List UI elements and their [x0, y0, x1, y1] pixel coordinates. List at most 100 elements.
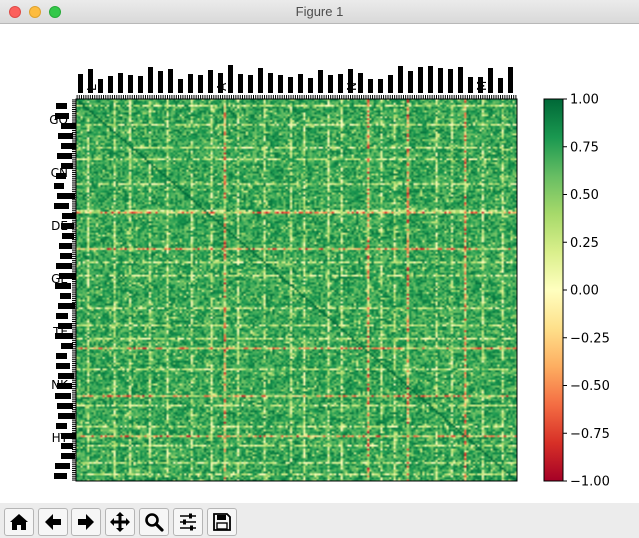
y-tick-label-overlap	[61, 453, 75, 459]
y-tick-label-overlap	[59, 273, 76, 279]
x-tick-label-overlap	[508, 67, 513, 93]
y-tick-label-overlap	[60, 293, 71, 299]
x-tick-label-overlap	[478, 77, 483, 93]
x-tick-label-overlap	[118, 73, 123, 93]
navigation-toolbar	[0, 503, 639, 538]
y-tick-label-overlap	[56, 103, 67, 109]
y-tick-label-overlap	[56, 173, 66, 179]
colorbar-tick-label: −0.75	[570, 427, 610, 442]
home-icon	[10, 514, 28, 530]
x-tick-label-overlap	[128, 75, 133, 93]
y-tick-label-overlap	[61, 123, 78, 129]
y-tick-label: DE	[51, 219, 68, 233]
y-tick-label-overlap	[56, 313, 68, 319]
y-tick-label-overlap	[54, 473, 67, 479]
x-tick-label-overlap	[98, 79, 103, 93]
x-tick-label-overlap	[238, 74, 243, 93]
y-tick-label-overlap	[61, 443, 73, 449]
forward-button[interactable]	[71, 508, 101, 536]
y-tick-label-overlap	[57, 383, 72, 389]
x-tick-label-overlap	[258, 68, 263, 93]
colorbar-tick-label: −0.25	[570, 331, 610, 346]
window-title: Figure 1	[295, 4, 344, 19]
x-tick-label-overlap	[388, 75, 393, 93]
y-tick-labels: GOCNDEGETENKHT	[49, 99, 78, 481]
window-titlebar: Figure 1	[0, 0, 639, 24]
minimize-window-button[interactable]	[29, 6, 41, 18]
x-tick-label-overlap	[218, 73, 223, 93]
save-button[interactable]	[207, 508, 237, 536]
y-tick-label-overlap	[54, 203, 69, 209]
y-tick-label-overlap	[57, 403, 73, 409]
x-tick-label-overlap	[198, 75, 203, 93]
back-button[interactable]	[38, 508, 68, 536]
y-tick-label-overlap	[58, 323, 72, 329]
colorbar	[543, 98, 564, 482]
y-tick-label-overlap	[58, 303, 75, 309]
maximize-window-button[interactable]	[49, 6, 61, 18]
x-tick-label-overlap	[278, 75, 283, 93]
y-tick-label-overlap	[55, 333, 73, 339]
y-tick-label-overlap	[61, 223, 74, 229]
y-tick-label-overlap	[61, 143, 77, 149]
x-tick-label-overlap	[378, 79, 383, 93]
x-tick-label-overlap	[408, 71, 413, 93]
x-tick-label-overlap	[458, 67, 463, 93]
y-tick-label-overlap	[61, 343, 73, 349]
x-tick-label-overlap	[88, 69, 93, 93]
x-tick-label-overlap	[168, 69, 173, 93]
y-tick-label-overlap	[55, 463, 70, 469]
y-tick-label-overlap	[61, 163, 73, 169]
configure-subplots-button[interactable]	[173, 508, 203, 536]
y-tick-label-overlap	[56, 363, 70, 369]
x-tick-label-overlap	[208, 70, 213, 93]
floppy-disk-icon	[213, 513, 231, 531]
x-tick-label-overlap	[248, 75, 253, 93]
x-tick-label-overlap	[188, 74, 193, 93]
y-tick-label-overlap	[59, 243, 72, 249]
y-tick-label-overlap	[57, 193, 75, 199]
colorbar-tick-label: 0.25	[570, 236, 599, 251]
y-tick-label-overlap	[58, 373, 74, 379]
heatmap-cells	[76, 99, 517, 481]
zoom-button[interactable]	[139, 508, 169, 536]
heatmap-axes-frame	[75, 98, 518, 482]
arrow-right-icon	[78, 514, 94, 530]
x-tick-label-overlap	[158, 71, 163, 93]
x-tick-label-overlap	[268, 73, 273, 93]
x-tick-label-overlap	[428, 66, 433, 93]
pan-button[interactable]	[105, 508, 135, 536]
x-tick-label-overlap	[178, 79, 183, 93]
x-tick-label-overlap	[418, 67, 423, 93]
x-tick-label-overlap	[308, 78, 313, 93]
y-tick-label-overlap	[57, 153, 72, 159]
home-button[interactable]	[4, 508, 34, 536]
x-tick-label-overlap	[318, 70, 323, 93]
y-tick-label-overlap	[55, 283, 71, 289]
x-tick-labels: LANM	[76, 65, 517, 99]
magnifier-icon	[145, 513, 164, 532]
y-tick-label-overlap	[56, 353, 67, 359]
x-tick-label-overlap	[228, 65, 233, 93]
y-tick-label-overlap	[54, 183, 64, 189]
x-tick-label-overlap	[298, 74, 303, 93]
heatmap-chart: LANM GOCNDEGETENKHT 1.00 0.75 0.50 0.25 0.00…	[49, 65, 610, 490]
x-tick-label-overlap	[358, 73, 363, 93]
x-tick-label-overlap	[288, 77, 293, 93]
y-tick-label-overlap	[60, 253, 72, 259]
x-tick-label-overlap	[438, 68, 443, 93]
sliders-icon	[180, 513, 196, 531]
y-tick-label-overlap	[55, 393, 71, 399]
x-tick-label-overlap	[448, 69, 453, 93]
x-tick-label-overlap	[78, 74, 83, 93]
y-tick-label-overlap	[62, 233, 74, 239]
x-tick-label-overlap	[138, 76, 143, 93]
close-window-button[interactable]	[9, 6, 21, 18]
colorbar-tick-label: 0.00	[570, 284, 599, 299]
y-tick-label-overlap	[55, 113, 69, 119]
x-tick-label-overlap	[488, 68, 493, 93]
y-tick-label-overlap	[58, 413, 75, 419]
arrow-left-icon	[45, 514, 61, 530]
y-tick-label-overlap	[58, 133, 73, 139]
x-tick-label-overlap	[348, 69, 353, 93]
